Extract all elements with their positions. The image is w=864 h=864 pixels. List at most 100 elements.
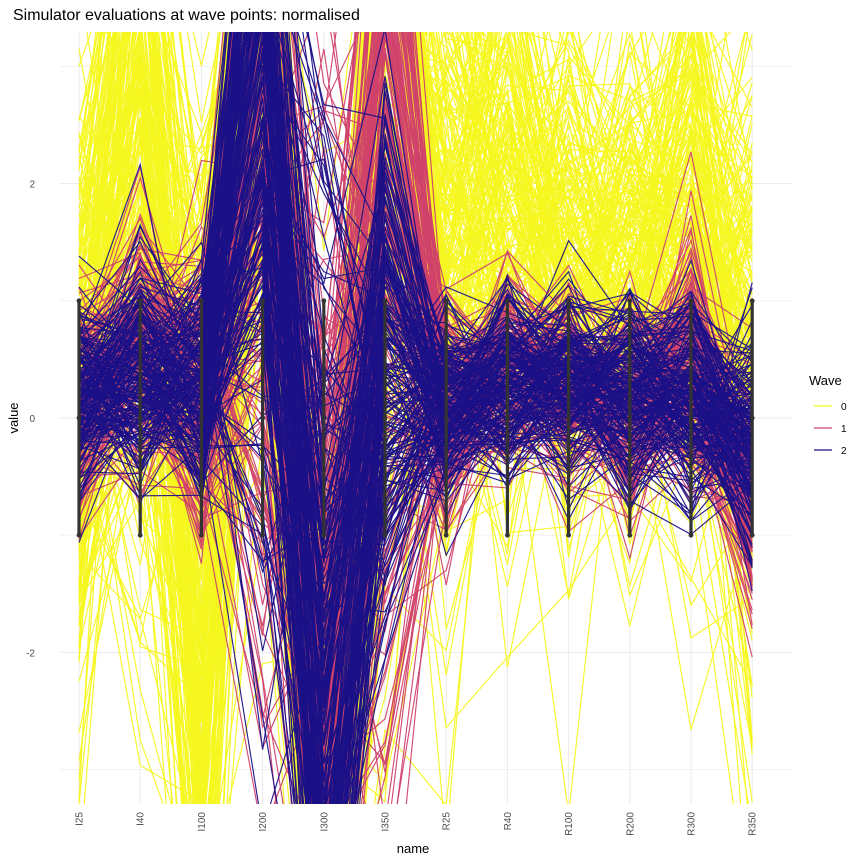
- range-point: [137, 298, 143, 304]
- range-point: [688, 415, 694, 421]
- legend-label: 1: [841, 424, 847, 435]
- series-line: [78, 134, 753, 686]
- range-point: [749, 415, 755, 421]
- y-axis-title: value: [6, 402, 21, 433]
- range-point: [688, 298, 694, 304]
- range-point: [627, 298, 633, 304]
- series-line: [78, 236, 753, 546]
- x-tick-label: I200: [258, 812, 269, 832]
- series-line: [78, 225, 753, 804]
- series-line: [78, 292, 753, 603]
- series-line: [78, 32, 753, 589]
- series-line: [78, 122, 753, 480]
- series-line: [78, 32, 753, 804]
- range-point: [627, 532, 633, 538]
- series-line: [78, 184, 753, 647]
- x-axis-title: name: [397, 841, 430, 856]
- range-point: [443, 415, 449, 421]
- series-line: [78, 32, 753, 804]
- y-axis-ticks: -2 0 2: [26, 180, 35, 660]
- series-line: [78, 32, 753, 621]
- series-line: [78, 141, 753, 540]
- series-line: [78, 32, 753, 804]
- series-line: [78, 32, 753, 449]
- series-line: [78, 173, 753, 614]
- series-line: [78, 127, 753, 513]
- range-point: [260, 298, 265, 304]
- series-line: [78, 32, 753, 579]
- range-point: [382, 415, 388, 421]
- series-line: [78, 313, 753, 804]
- series-line: [78, 32, 753, 804]
- chart-title: Simulator evaluations at wave points: no…: [13, 7, 360, 24]
- range-point: [199, 298, 204, 304]
- range-point: [627, 415, 633, 421]
- series-line: [78, 32, 753, 698]
- range-point: [321, 415, 327, 421]
- series-line: [78, 32, 753, 804]
- range-point: [443, 298, 449, 304]
- range-point: [749, 298, 755, 304]
- x-tick-label: I25: [75, 812, 86, 826]
- series-line: [78, 32, 753, 599]
- series-line: [78, 107, 753, 804]
- range-point: [321, 298, 327, 304]
- series-line: [78, 32, 753, 449]
- series-line: [78, 223, 753, 615]
- range-point: [76, 298, 82, 304]
- series-line: [78, 118, 753, 688]
- range-point: [443, 532, 449, 538]
- series-line: [78, 77, 753, 456]
- series-line: [78, 32, 753, 761]
- range-point: [137, 415, 143, 421]
- series-2: [78, 32, 753, 804]
- range-point: [505, 298, 510, 304]
- range-point: [566, 532, 571, 538]
- range-point: [382, 532, 388, 538]
- x-tick-label: R350: [748, 812, 759, 836]
- series-line: [78, 32, 753, 804]
- x-tick-label: I100: [197, 812, 208, 832]
- range-point: [688, 532, 694, 538]
- range-point: [321, 532, 327, 538]
- range-point: [505, 532, 510, 538]
- series-line: [78, 116, 753, 804]
- x-tick-label: R40: [503, 812, 514, 831]
- legend-title: Wave: [809, 373, 842, 388]
- range-bars: [76, 298, 755, 538]
- series-line: [78, 219, 753, 804]
- x-axis-ticks: I25 I40 I100 I200 I300 I350 R25 R40 R100 R200 R300…: [75, 812, 759, 836]
- series-line: [78, 311, 753, 569]
- series-line: [78, 32, 753, 804]
- range-point: [566, 415, 571, 421]
- legend: Wave 0 1 2: [809, 373, 847, 457]
- y-tick-label: 2: [29, 180, 35, 191]
- range-point: [749, 532, 755, 538]
- range-point: [76, 532, 82, 538]
- x-tick-label: I300: [319, 812, 330, 832]
- range-point: [199, 532, 204, 538]
- range-point: [260, 532, 265, 538]
- series-line: [78, 32, 753, 804]
- series-line: [78, 32, 753, 804]
- series-line: [78, 339, 753, 764]
- series-line: [78, 159, 753, 672]
- series-line: [78, 156, 753, 706]
- range-point: [199, 415, 204, 421]
- series-line: [78, 32, 753, 771]
- y-tick-label: -2: [26, 648, 35, 659]
- series-line: [78, 98, 753, 793]
- legend-label: 2: [841, 446, 847, 457]
- x-tick-label: R300: [687, 812, 698, 836]
- series-line: [78, 32, 753, 657]
- y-tick-label: 0: [29, 414, 35, 425]
- range-point: [137, 532, 143, 538]
- range-point: [76, 415, 82, 421]
- range-point: [382, 298, 388, 304]
- x-tick-label: I350: [381, 812, 392, 832]
- series-line: [78, 32, 748, 804]
- series-line: [78, 32, 753, 804]
- series-line: [78, 138, 753, 799]
- range-point: [566, 298, 571, 304]
